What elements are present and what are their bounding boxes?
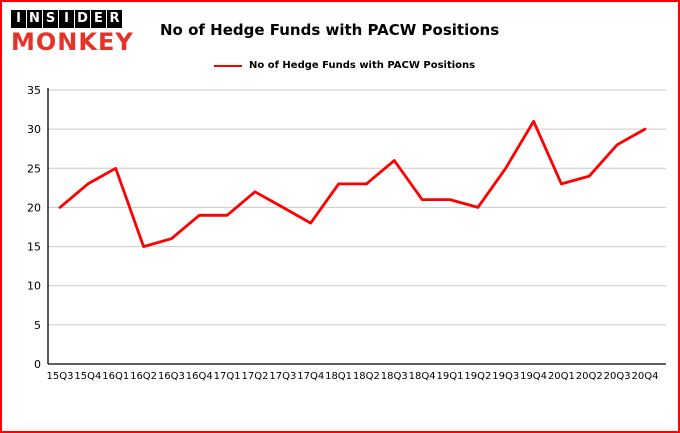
y-tick-label: 20 (27, 201, 41, 214)
y-tick-label: 5 (34, 319, 41, 332)
x-tick-label: 19Q2 (464, 371, 491, 382)
x-tick-label: 20Q2 (576, 371, 603, 382)
x-tick-label: 20Q4 (632, 371, 659, 382)
legend-label: No of Hedge Funds with PACW Positions (249, 60, 476, 71)
logo-letter: D (75, 10, 90, 28)
logo-letter: I (11, 10, 26, 28)
x-tick-label: 18Q2 (353, 371, 380, 382)
x-tick-label: 17Q1 (214, 371, 241, 382)
logo-letter: E (91, 10, 106, 28)
x-tick-label: 18Q1 (325, 371, 352, 382)
chart-legend: No of Hedge Funds with PACW Positions (214, 60, 475, 71)
logo-monkey: MONKEY (11, 28, 134, 56)
y-tick-label: 35 (27, 84, 41, 97)
x-tick-label: 19Q3 (492, 371, 519, 382)
x-tick-label: 16Q3 (158, 371, 185, 382)
x-tick-label: 15Q4 (74, 371, 101, 382)
x-tick-label: 16Q1 (102, 371, 129, 382)
y-tick-label: 15 (27, 241, 41, 254)
logo-letter: R (107, 10, 122, 28)
x-tick-label: 19Q4 (520, 371, 547, 382)
logo-letter: I (59, 10, 74, 28)
series-line (58, 119, 647, 249)
x-tick-label: 19Q1 (437, 371, 464, 382)
chart-title: No of Hedge Funds with PACW Positions (160, 21, 500, 39)
x-tick-label: 17Q2 (242, 371, 269, 382)
x-tick-label: 18Q3 (381, 371, 408, 382)
y-tick-label: 25 (27, 162, 41, 175)
x-tick-label: 20Q3 (604, 371, 631, 382)
logo-letter: N (27, 10, 42, 28)
legend-line-swatch (214, 64, 242, 67)
y-tick-label: 30 (27, 123, 41, 136)
x-tick-label: 18Q4 (409, 371, 436, 382)
x-tick-label: 20Q1 (548, 371, 575, 382)
x-tick-label: 17Q4 (297, 371, 324, 382)
x-tick-label: 17Q3 (269, 371, 296, 382)
y-tick-label: 0 (34, 358, 41, 371)
x-tick-label: 15Q3 (47, 371, 74, 382)
x-tick-label: 16Q2 (130, 371, 157, 382)
logo-letter: S (43, 10, 58, 28)
x-tick-label: 16Q4 (186, 371, 213, 382)
y-tick-label: 10 (27, 280, 41, 293)
